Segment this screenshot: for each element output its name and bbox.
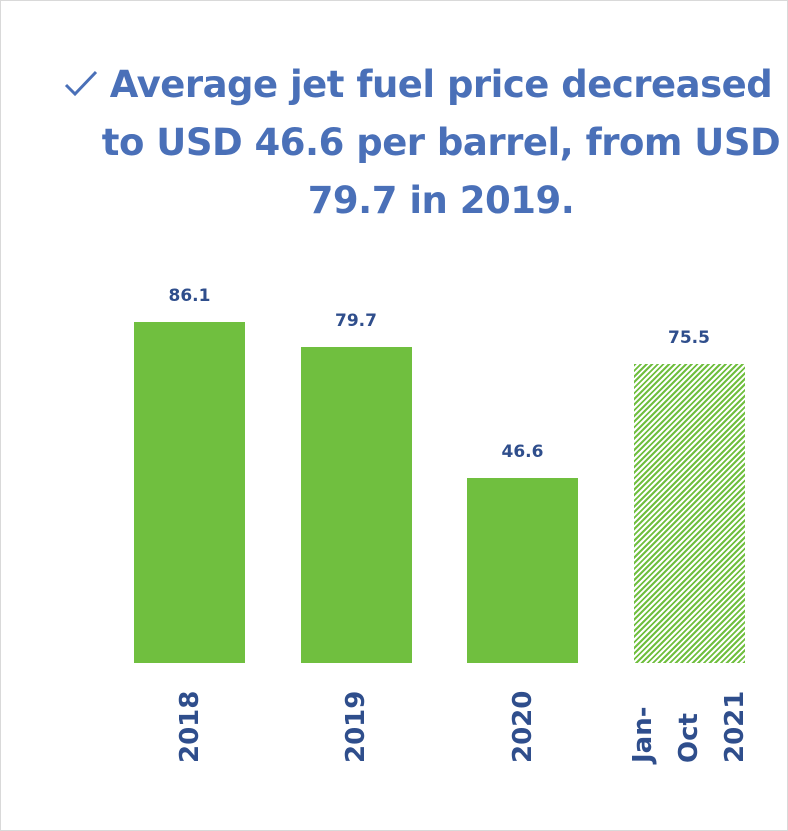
- bar: [633, 364, 745, 663]
- bar: [300, 347, 412, 663]
- check-mark: [64, 70, 98, 97]
- x-tick-label: 2018: [174, 690, 205, 763]
- value-label: 46.6: [501, 442, 544, 463]
- bar: [134, 322, 245, 663]
- x-tick-label: 2019: [341, 690, 371, 763]
- value-label: 75.5: [668, 328, 710, 349]
- x-tick-label: Jan-Oct 2021: [628, 690, 750, 763]
- x-tick-label: 2020: [507, 690, 538, 763]
- value-label: 86.1: [168, 286, 211, 307]
- check-icon: [64, 70, 98, 97]
- bar: [467, 478, 578, 663]
- chart-title: Average jet fuel price decreased to USD …: [101, 63, 781, 222]
- value-label: 79.7: [335, 311, 377, 332]
